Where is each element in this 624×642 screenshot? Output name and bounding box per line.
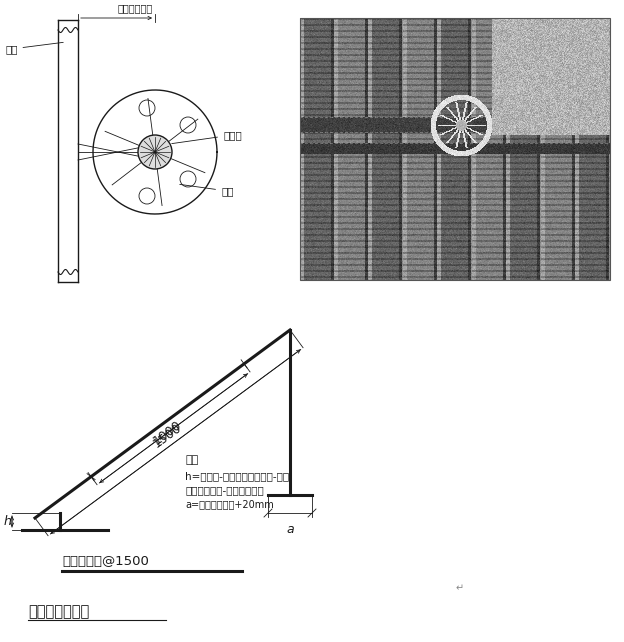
Text: 注：: 注：	[185, 455, 198, 465]
Text: 塑料垫块示意图: 塑料垫块示意图	[28, 604, 89, 619]
Circle shape	[138, 135, 172, 169]
Text: 1500: 1500	[151, 421, 184, 451]
Text: ↵: ↵	[456, 583, 464, 593]
Bar	[300, 18, 610, 280]
Text: 横筋: 横筋	[180, 184, 233, 196]
Text: 主筋: 主筋	[5, 42, 63, 54]
Text: a: a	[286, 523, 294, 536]
Text: a=顶板钢筋间距+20mm: a=顶板钢筋间距+20mm	[185, 499, 274, 509]
Text: h=顶板厚-下网下铁钢筋直径-上网: h=顶板厚-下网下铁钢筋直径-上网	[185, 471, 289, 481]
Text: 楼板马凳铁@1500: 楼板马凳铁@1500	[62, 555, 149, 568]
Text: 砼保护层厚度: 砼保护层厚度	[118, 3, 153, 13]
Text: 双向钢筋直径-上下铁保护层: 双向钢筋直径-上下铁保护层	[185, 485, 264, 495]
Text: 塑料卡: 塑料卡	[172, 130, 241, 144]
Text: h: h	[4, 515, 12, 528]
Text: 1000: 1000	[151, 417, 184, 447]
